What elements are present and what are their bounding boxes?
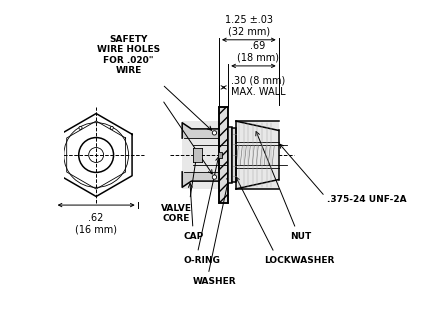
Circle shape (212, 131, 216, 135)
Polygon shape (232, 128, 236, 182)
Text: .375-24 UNF-2A: .375-24 UNF-2A (326, 195, 405, 204)
Text: O-RING: O-RING (183, 256, 220, 265)
Circle shape (110, 126, 113, 130)
Text: WASHER: WASHER (192, 277, 235, 286)
Text: .62
(16 mm): .62 (16 mm) (75, 213, 117, 235)
Text: CAP: CAP (183, 232, 203, 241)
Circle shape (79, 126, 82, 130)
Text: LOCKWASHER: LOCKWASHER (263, 256, 334, 265)
Polygon shape (192, 148, 202, 162)
Text: VALVE
CORE: VALVE CORE (160, 204, 191, 223)
Polygon shape (219, 107, 228, 203)
Text: 1.25 ±.03
(32 mm): 1.25 ±.03 (32 mm) (224, 15, 272, 37)
Polygon shape (182, 123, 219, 138)
Polygon shape (228, 127, 232, 183)
Polygon shape (236, 121, 278, 189)
Text: .69
(18 mm): .69 (18 mm) (237, 41, 279, 63)
Circle shape (212, 175, 216, 179)
Text: NUT: NUT (289, 232, 310, 241)
Bar (217, 152, 222, 158)
Polygon shape (182, 172, 219, 187)
Text: SAFETY
WIRE HOLES
FOR .020"
WIRE: SAFETY WIRE HOLES FOR .020" WIRE (97, 35, 160, 75)
Text: .30 (8 mm)
MAX. WALL: .30 (8 mm) MAX. WALL (231, 75, 285, 97)
Polygon shape (182, 121, 219, 189)
